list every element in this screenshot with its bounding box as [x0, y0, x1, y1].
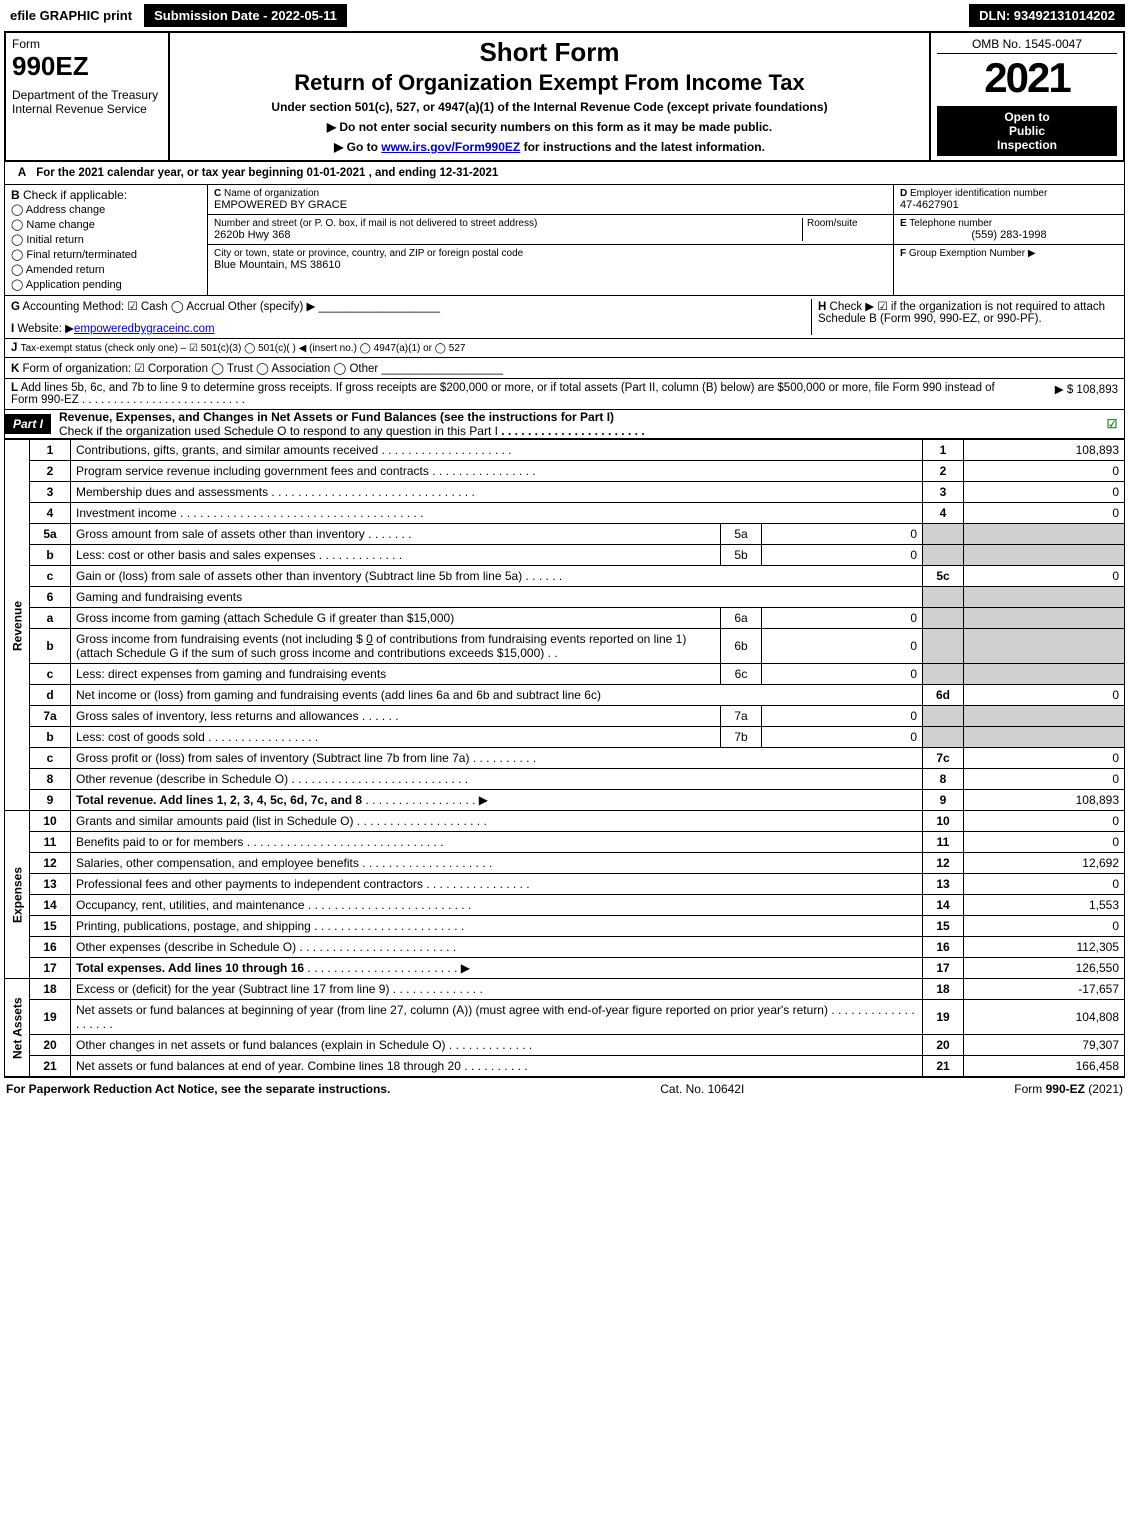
form-header-center: Short Form Return of Organization Exempt… — [170, 33, 931, 160]
B-col: B Check if applicable: ◯ Address change … — [5, 185, 208, 295]
lines-table: Revenue 1 Contributions, gifts, grants, … — [4, 439, 1125, 1077]
line-21: 21 Net assets or fund balances at end of… — [5, 1056, 1125, 1077]
omb: OMB No. 1545-0047 — [937, 37, 1117, 54]
row-L: L Add lines 5b, 6c, and 7b to line 9 to … — [4, 379, 1125, 410]
line-6a: a Gross income from gaming (attach Sched… — [5, 608, 1125, 629]
chk-amended[interactable]: ◯ Amended return — [11, 262, 201, 277]
partI-check: Check if the organization used Schedule … — [59, 424, 498, 438]
line-6c: c Less: direct expenses from gaming and … — [5, 664, 1125, 685]
info-block: B Check if applicable: ◯ Address change … — [4, 185, 1125, 296]
line-9: 9 Total revenue. Add lines 1, 2, 3, 4, 5… — [5, 790, 1125, 811]
tax-year: 2021 — [937, 54, 1117, 102]
G-text: Accounting Method: ☑ Cash ◯ Accrual Othe… — [23, 301, 316, 313]
form-number: 990EZ — [12, 51, 162, 82]
chk-name[interactable]: ◯ Name change — [11, 217, 201, 232]
line-15: 15 Printing, publications, postage, and … — [5, 916, 1125, 937]
line-10: Expenses 10 Grants and similar amounts p… — [5, 811, 1125, 832]
form-subtitle: Under section 501(c), 527, or 4947(a)(1)… — [176, 100, 923, 114]
line-7b: b Less: cost of goods sold . . . . . . .… — [5, 727, 1125, 748]
form-label: Form — [12, 37, 162, 51]
dln: DLN: 93492131014202 — [969, 4, 1125, 27]
ein: 47-4627901 — [900, 199, 1118, 211]
org-name: EMPOWERED BY GRACE — [214, 199, 887, 211]
line-5a: 5a Gross amount from sale of assets othe… — [5, 524, 1125, 545]
expenses-label: Expenses — [5, 811, 30, 979]
line-12: 12 Salaries, other compensation, and emp… — [5, 853, 1125, 874]
footer-left: For Paperwork Reduction Act Notice, see … — [6, 1082, 390, 1096]
DEF-col: D Employer identification number 47-4627… — [894, 185, 1124, 295]
chk-pending[interactable]: ◯ Application pending — [11, 277, 201, 292]
line-4: 4 Investment income . . . . . . . . . . … — [5, 503, 1125, 524]
partI-row: Part I Revenue, Expenses, and Changes in… — [4, 410, 1125, 439]
form-header-left: Form 990EZ Department of the Treasury In… — [6, 33, 170, 160]
row-K: K Form of organization: ☑ Corporation ◯ … — [4, 358, 1125, 379]
phone: (559) 283-1998 — [900, 229, 1118, 241]
line-6b: b Gross income from fundraising events (… — [5, 629, 1125, 664]
chk-initial[interactable]: ◯ Initial return — [11, 232, 201, 247]
row-GH: G Accounting Method: ☑ Cash ◯ Accrual Ot… — [4, 296, 1125, 339]
dept: Department of the Treasury — [12, 88, 162, 102]
netassets-label: Net Assets — [5, 979, 30, 1077]
L-text: Add lines 5b, 6c, and 7b to line 9 to de… — [11, 382, 995, 406]
note-link: ▶ Go to www.irs.gov/Form990EZ for instru… — [176, 140, 923, 154]
short-form: Short Form — [176, 37, 923, 68]
partI-checkmark-icon: ☑ — [1100, 417, 1124, 431]
form-header: Form 990EZ Department of the Treasury In… — [4, 31, 1125, 162]
line-6: 6 Gaming and fundraising events — [5, 587, 1125, 608]
A-text: For the 2021 calendar year, or tax year … — [36, 167, 498, 179]
revenue-label: Revenue — [5, 440, 30, 811]
line-13: 13 Professional fees and other payments … — [5, 874, 1125, 895]
L-amount: ▶ $ 108,893 — [998, 382, 1118, 406]
line-1: Revenue 1 Contributions, gifts, grants, … — [5, 440, 1125, 461]
line-16: 16 Other expenses (describe in Schedule … — [5, 937, 1125, 958]
submission-date: Submission Date - 2022-05-11 — [144, 4, 347, 27]
chk-address[interactable]: ◯ Address change — [11, 202, 201, 217]
footer-right: Form 990-EZ (2021) — [1014, 1082, 1123, 1096]
website-link[interactable]: empoweredbygraceinc.com — [74, 323, 215, 335]
footer-mid: Cat. No. 10642I — [660, 1082, 744, 1096]
top-bar: efile GRAPHIC print Submission Date - 20… — [4, 4, 1125, 27]
chk-final[interactable]: ◯ Final return/terminated — [11, 247, 201, 262]
row-A: A For the 2021 calendar year, or tax yea… — [4, 162, 1125, 185]
line-17: 17 Total expenses. Add lines 10 through … — [5, 958, 1125, 979]
efile-label: efile GRAPHIC print — [4, 4, 138, 27]
line-7a: 7a Gross sales of inventory, less return… — [5, 706, 1125, 727]
note-ssn: ▶ Do not enter social security numbers o… — [176, 120, 923, 134]
line-5c: c Gain or (loss) from sale of assets oth… — [5, 566, 1125, 587]
J-text: Tax-exempt status (check only one) – ☑ 5… — [21, 343, 466, 354]
partI-title: Revenue, Expenses, and Changes in Net As… — [59, 410, 614, 424]
line-19: 19 Net assets or fund balances at beginn… — [5, 1000, 1125, 1035]
C-col: C Name of organization EMPOWERED BY GRAC… — [208, 185, 894, 295]
footer: For Paperwork Reduction Act Notice, see … — [4, 1077, 1125, 1100]
partI-label: Part I — [5, 414, 51, 434]
line-20: 20 Other changes in net assets or fund b… — [5, 1035, 1125, 1056]
line-7c: c Gross profit or (loss) from sales of i… — [5, 748, 1125, 769]
form-title: Return of Organization Exempt From Incom… — [176, 70, 923, 96]
open-inspection: Open to Public Inspection — [937, 106, 1117, 156]
line-18: Net Assets 18 Excess or (deficit) for th… — [5, 979, 1125, 1000]
line-14: 14 Occupancy, rent, utilities, and maint… — [5, 895, 1125, 916]
row-J: J Tax-exempt status (check only one) – ☑… — [4, 339, 1125, 358]
line-5b: b Less: cost or other basis and sales ex… — [5, 545, 1125, 566]
line-11: 11 Benefits paid to or for members . . .… — [5, 832, 1125, 853]
K-text: Form of organization: ☑ Corporation ◯ Tr… — [23, 363, 379, 375]
irs-link[interactable]: www.irs.gov/Form990EZ — [381, 140, 520, 154]
irs: Internal Revenue Service — [12, 102, 162, 116]
line-8: 8 Other revenue (describe in Schedule O)… — [5, 769, 1125, 790]
form-header-right: OMB No. 1545-0047 2021 Open to Public In… — [931, 33, 1123, 160]
line-6d: d Net income or (loss) from gaming and f… — [5, 685, 1125, 706]
org-street: 2620b Hwy 368 — [214, 229, 802, 241]
H-text: Check ▶ ☑ if the organization is not req… — [818, 301, 1105, 325]
line-3: 3 Membership dues and assessments . . . … — [5, 482, 1125, 503]
org-city: Blue Mountain, MS 38610 — [214, 259, 887, 271]
line-2: 2 Program service revenue including gove… — [5, 461, 1125, 482]
